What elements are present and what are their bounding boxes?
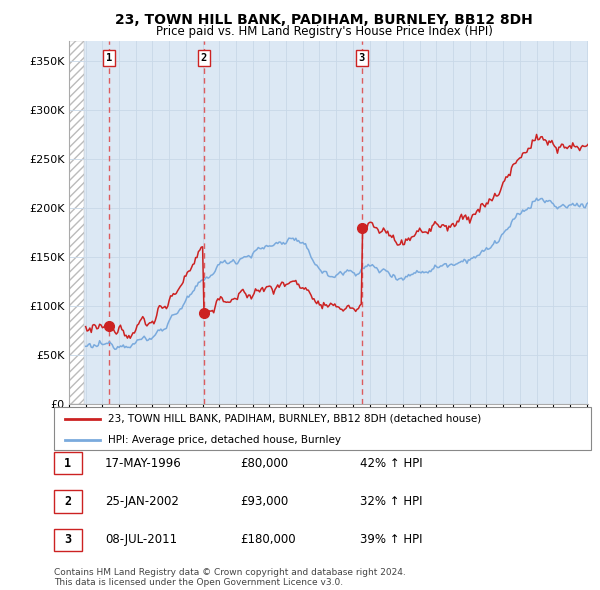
Text: 23, TOWN HILL BANK, PADIHAM, BURNLEY, BB12 8DH: 23, TOWN HILL BANK, PADIHAM, BURNLEY, BB…	[115, 13, 533, 27]
Text: 1: 1	[64, 457, 71, 470]
Text: HPI: Average price, detached house, Burnley: HPI: Average price, detached house, Burn…	[108, 435, 341, 445]
Text: 23, TOWN HILL BANK, PADIHAM, BURNLEY, BB12 8DH (detached house): 23, TOWN HILL BANK, PADIHAM, BURNLEY, BB…	[108, 414, 481, 424]
Text: 42% ↑ HPI: 42% ↑ HPI	[360, 457, 422, 470]
Text: 3: 3	[64, 533, 71, 546]
Text: 1: 1	[106, 53, 112, 63]
Text: 3: 3	[358, 53, 365, 63]
Text: 2: 2	[200, 53, 206, 63]
Text: 25-JAN-2002: 25-JAN-2002	[105, 495, 179, 508]
Text: 2: 2	[64, 495, 71, 508]
Text: £80,000: £80,000	[240, 457, 288, 470]
Bar	[69, 41, 85, 404]
Text: £93,000: £93,000	[240, 495, 288, 508]
FancyBboxPatch shape	[54, 407, 591, 450]
Text: 08-JUL-2011: 08-JUL-2011	[105, 533, 177, 546]
Text: 39% ↑ HPI: 39% ↑ HPI	[360, 533, 422, 546]
Text: 32% ↑ HPI: 32% ↑ HPI	[360, 495, 422, 508]
Text: Contains HM Land Registry data © Crown copyright and database right 2024.
This d: Contains HM Land Registry data © Crown c…	[54, 568, 406, 587]
Text: £180,000: £180,000	[240, 533, 296, 546]
Bar	[69, 41, 85, 404]
Text: Price paid vs. HM Land Registry's House Price Index (HPI): Price paid vs. HM Land Registry's House …	[155, 25, 493, 38]
Text: 17-MAY-1996: 17-MAY-1996	[105, 457, 182, 470]
